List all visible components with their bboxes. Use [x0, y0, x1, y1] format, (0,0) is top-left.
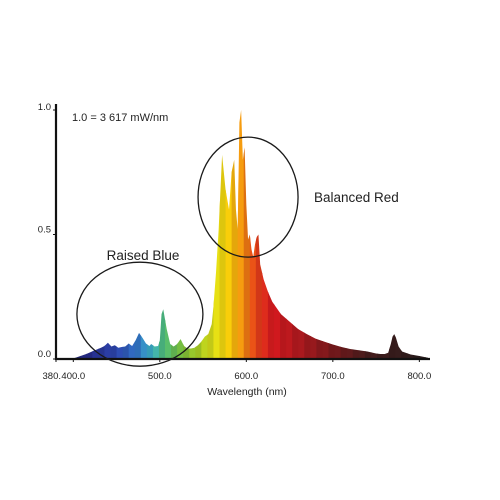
x-tick-label: 800.0 [407, 371, 431, 382]
spectrum-band [195, 110, 202, 359]
raised-blue-ellipse [76, 261, 204, 367]
x-tick-label: 600.0 [234, 371, 258, 382]
spectrum-band [165, 110, 172, 359]
spectrum-band [292, 110, 299, 359]
spectrum-band [419, 110, 427, 359]
y-axis-ticks: 0.0 0.5 1.0 [38, 102, 56, 360]
spectrum-band [304, 110, 311, 359]
spectrum-band [98, 110, 106, 359]
spectrum-band [213, 110, 221, 359]
spectrum-band [383, 110, 390, 359]
spectrum-band [358, 110, 366, 359]
x-tick-label: 400.0 [61, 371, 85, 382]
spectrum-band [274, 110, 281, 359]
spectrum-band [128, 110, 136, 359]
spectrum-band [413, 110, 420, 359]
spectrum-band [158, 110, 166, 359]
spectrum-band [68, 110, 75, 359]
spectrum-band [267, 110, 275, 359]
y-tick-label: 0.5 [38, 225, 51, 236]
raised-blue-label: Raised Blue [107, 248, 180, 263]
spectrum-band [225, 110, 233, 359]
spectrum-band [346, 110, 354, 359]
spectrum-band [395, 110, 402, 359]
spectrum-band [183, 110, 190, 359]
spectrum-band [334, 110, 342, 359]
spectrum-band [407, 110, 414, 359]
spectrum-band [322, 110, 330, 359]
spectrum-band [177, 110, 184, 359]
spectrum-band [92, 110, 99, 359]
annotations: Raised Blue Balanced Red [76, 136, 399, 367]
spectrum-band [219, 110, 227, 359]
spectrum-band [237, 110, 245, 359]
x-axis-ticks: 380. 400.0 500.0 600.0 700.0 800.0 [43, 359, 431, 382]
spectrum-band [425, 110, 428, 359]
spectrum-band [104, 110, 112, 359]
spectrum-band [140, 110, 148, 359]
spectrum-band [389, 110, 396, 359]
spectrum-band [189, 110, 196, 359]
spectrum-band [298, 110, 305, 359]
spectrum-band [171, 110, 178, 359]
balanced-red-ellipse [197, 136, 299, 258]
x-tick-label: 380. [43, 371, 62, 382]
spectrum-band [376, 110, 384, 359]
spectrum-band [310, 110, 317, 359]
y-tick-label: 1.0 [38, 102, 51, 113]
spectrum-band [249, 110, 257, 359]
spectrum-band [80, 110, 87, 359]
spectrum-band [62, 110, 69, 359]
spectrum-band [340, 110, 348, 359]
x-tick-label: 500.0 [148, 371, 172, 382]
spectrum-band [364, 110, 372, 359]
spectrum-band [116, 110, 124, 359]
spectrum-band [352, 110, 360, 359]
spectrum-bands [56, 110, 428, 359]
spectrum-band [280, 110, 287, 359]
spectrum-band [152, 110, 160, 359]
spectrum-band [207, 110, 215, 359]
spectrum-band [286, 110, 293, 359]
spectrum-band [146, 110, 154, 359]
spectrum-band [261, 110, 269, 359]
spectrum-band [86, 110, 93, 359]
scale-note: 1.0 = 3 617 mW/nm [72, 112, 168, 124]
spectrum-band [231, 110, 239, 359]
spectrum-band [110, 110, 118, 359]
spectrum-band [316, 110, 324, 359]
spectrum-band [401, 110, 408, 359]
balanced-red-label: Balanced Red [314, 190, 399, 205]
spectrum-band [328, 110, 336, 359]
spectrum-band [134, 110, 142, 359]
spectrum-band [370, 110, 378, 359]
x-tick-label: 700.0 [321, 371, 345, 382]
spectrum-band [122, 110, 130, 359]
y-tick-label: 0.0 [38, 349, 51, 360]
x-axis-title: Wavelength (nm) [207, 386, 287, 398]
spectrum-band [243, 110, 251, 359]
